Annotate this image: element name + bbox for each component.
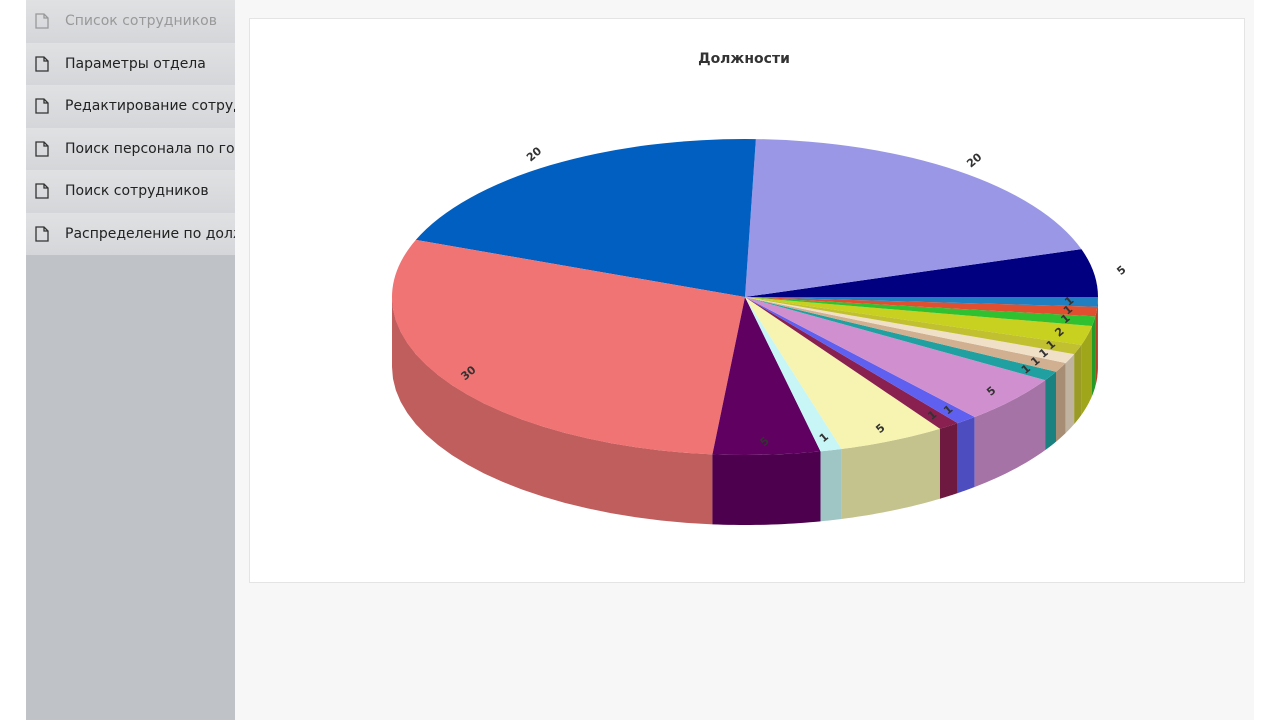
nav-label: Поиск персонала по го… bbox=[65, 140, 235, 157]
pie-slice bbox=[745, 297, 1098, 317]
page-icon bbox=[35, 225, 49, 242]
pie-slice-side bbox=[1074, 344, 1082, 425]
nav-label: Список сотрудников bbox=[65, 13, 217, 30]
pie-slice bbox=[745, 297, 1066, 372]
pie-slice bbox=[745, 297, 1082, 355]
pie-slice bbox=[745, 297, 1056, 381]
page-icon bbox=[35, 13, 49, 29]
nav-item[interactable]: Поиск сотрудников bbox=[26, 170, 235, 213]
pie-slice bbox=[745, 249, 1098, 297]
pie-slice-side bbox=[939, 423, 958, 499]
pie-slice-side bbox=[820, 448, 842, 522]
pie-slice-side bbox=[841, 428, 940, 519]
pie-slice-side bbox=[1097, 297, 1098, 377]
sidebar: Список сотрудников Параметры отдела Редакт… bbox=[26, 0, 235, 720]
pie-slice bbox=[745, 297, 1092, 345]
page-icon bbox=[35, 98, 49, 114]
nav-item[interactable]: Распределение по долж… bbox=[26, 212, 235, 255]
nav-item[interactable]: Редактирование сотруд… bbox=[26, 85, 235, 128]
nav-item[interactable]: Поиск персонала по го… bbox=[26, 127, 235, 170]
pie-slice-side bbox=[1065, 354, 1075, 434]
pie-slice-side bbox=[1081, 326, 1092, 415]
pie-slice-side bbox=[1095, 306, 1098, 387]
pie-slice bbox=[712, 297, 821, 456]
pie-slice bbox=[745, 297, 1075, 364]
chart-title: Должности bbox=[698, 51, 790, 67]
pie-slice bbox=[745, 297, 958, 429]
pie-slice bbox=[745, 139, 1082, 297]
data-label: 20 bbox=[524, 144, 544, 164]
pie-slice-side bbox=[974, 380, 1046, 487]
pie-slice bbox=[415, 139, 756, 297]
data-label: 5 bbox=[1114, 263, 1128, 278]
pie-slice bbox=[745, 297, 1098, 307]
pie-slice bbox=[745, 297, 1096, 327]
nav-item[interactable]: Параметры отдела bbox=[26, 42, 235, 85]
page-icon bbox=[35, 55, 49, 72]
nav-label: Параметры отдела bbox=[65, 55, 206, 72]
nav-label: Редактирование сотруд… bbox=[65, 98, 235, 115]
page-icon bbox=[35, 140, 49, 157]
pie-slice bbox=[745, 297, 1046, 417]
pie-slice-side bbox=[712, 451, 821, 525]
pie-slice-side bbox=[957, 416, 975, 494]
nav-label: Распределение по долж… bbox=[65, 225, 235, 242]
nav-item[interactable]: Список сотрудников bbox=[26, 0, 235, 43]
pie-slice bbox=[745, 297, 940, 449]
nav-label: Поиск сотрудников bbox=[65, 183, 209, 200]
data-label: 20 bbox=[964, 150, 984, 170]
pie-slice-side bbox=[1055, 363, 1066, 442]
pie-slice-side bbox=[392, 297, 713, 525]
pie-slice bbox=[392, 239, 745, 455]
page-icon bbox=[35, 183, 49, 199]
pie-slice bbox=[745, 297, 842, 452]
pie-slice-side bbox=[1091, 316, 1096, 397]
pie-slice-side bbox=[1045, 371, 1056, 451]
pie-slice bbox=[745, 297, 975, 424]
